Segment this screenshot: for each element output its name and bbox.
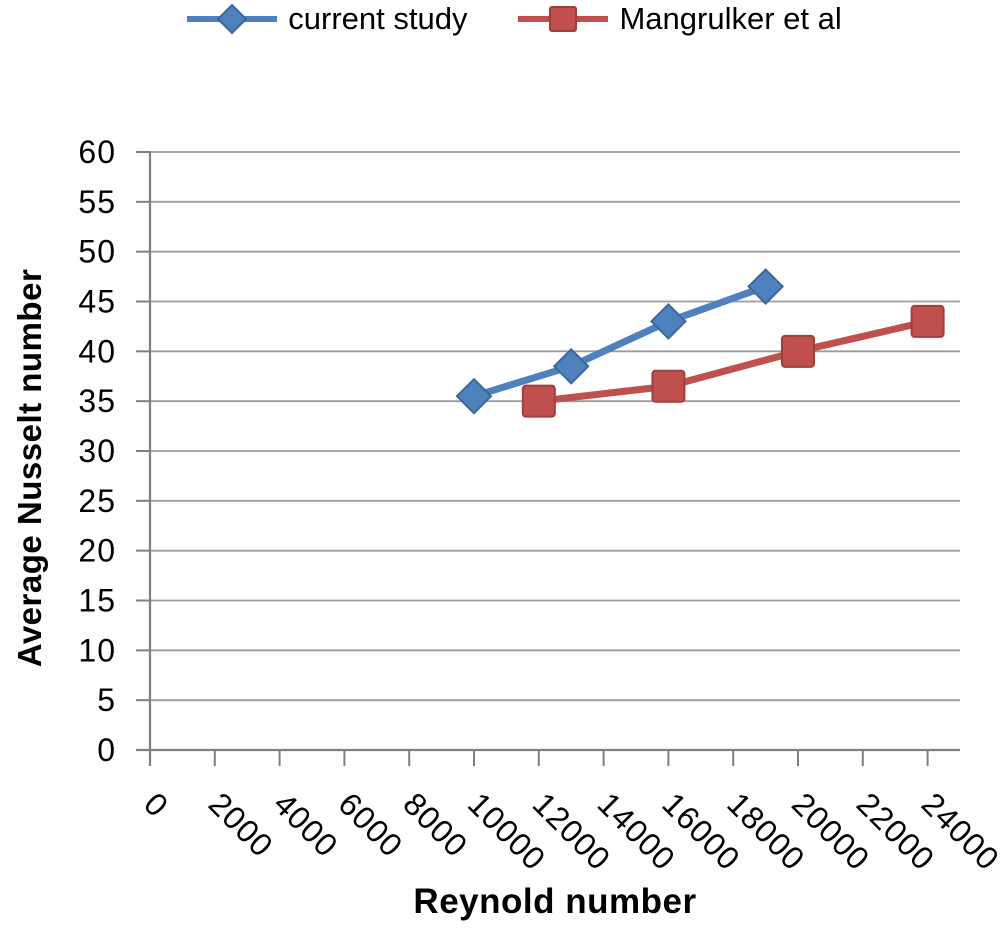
legend-label-current-study: current study xyxy=(288,1,468,36)
diamond-icon xyxy=(216,4,248,34)
x-axis-title: Reynold number xyxy=(413,882,697,921)
data-marker-diamond xyxy=(552,347,590,385)
y-axis-title: Average Nusselt number xyxy=(11,268,48,668)
legend: current study Mangrulker et al xyxy=(0,1,1000,37)
y-tick-label-40: 40 xyxy=(78,333,116,369)
legend-diamond-marker-icon xyxy=(187,4,278,34)
y-tick-label-0: 0 xyxy=(97,732,116,768)
x-tick-label-4000: 4000 xyxy=(267,785,346,864)
y-tick-label-25: 25 xyxy=(78,483,116,519)
square-icon xyxy=(549,6,578,32)
y-tick-label-5: 5 xyxy=(97,682,116,718)
data-marker-square xyxy=(781,334,815,368)
y-tick-label-50: 50 xyxy=(78,234,116,270)
legend-square-marker-icon xyxy=(518,6,609,32)
x-tick-label-6000: 6000 xyxy=(331,785,410,864)
x-tick-label-0: 0 xyxy=(137,785,176,824)
legend-item-current-study: current study xyxy=(186,1,467,37)
data-marker-square xyxy=(651,369,686,403)
series-line-1 xyxy=(535,317,932,405)
y-tick-label-15: 15 xyxy=(78,583,116,619)
data-marker-square xyxy=(521,384,556,418)
y-tick-label-20: 20 xyxy=(78,533,116,569)
data-marker-diamond xyxy=(649,303,687,340)
data-marker-square xyxy=(910,304,945,338)
legend-item-mangrulker: Mangrulker et al xyxy=(517,1,842,37)
y-tick-label-45: 45 xyxy=(78,284,116,320)
x-tick-label-8000: 8000 xyxy=(396,785,475,864)
y-tick-label-10: 10 xyxy=(78,632,116,668)
y-tick-label-35: 35 xyxy=(78,383,116,419)
y-tick-label-60: 60 xyxy=(78,134,116,170)
data-marker-diamond xyxy=(747,268,785,305)
data-marker-diamond xyxy=(455,377,493,415)
series-line-0 xyxy=(470,283,770,400)
y-tick-label-55: 55 xyxy=(78,184,116,220)
x-tick-label-2000: 2000 xyxy=(202,785,281,864)
legend-label-mangrulker: Mangrulker et al xyxy=(619,1,842,36)
y-tick-label-30: 30 xyxy=(78,433,116,469)
